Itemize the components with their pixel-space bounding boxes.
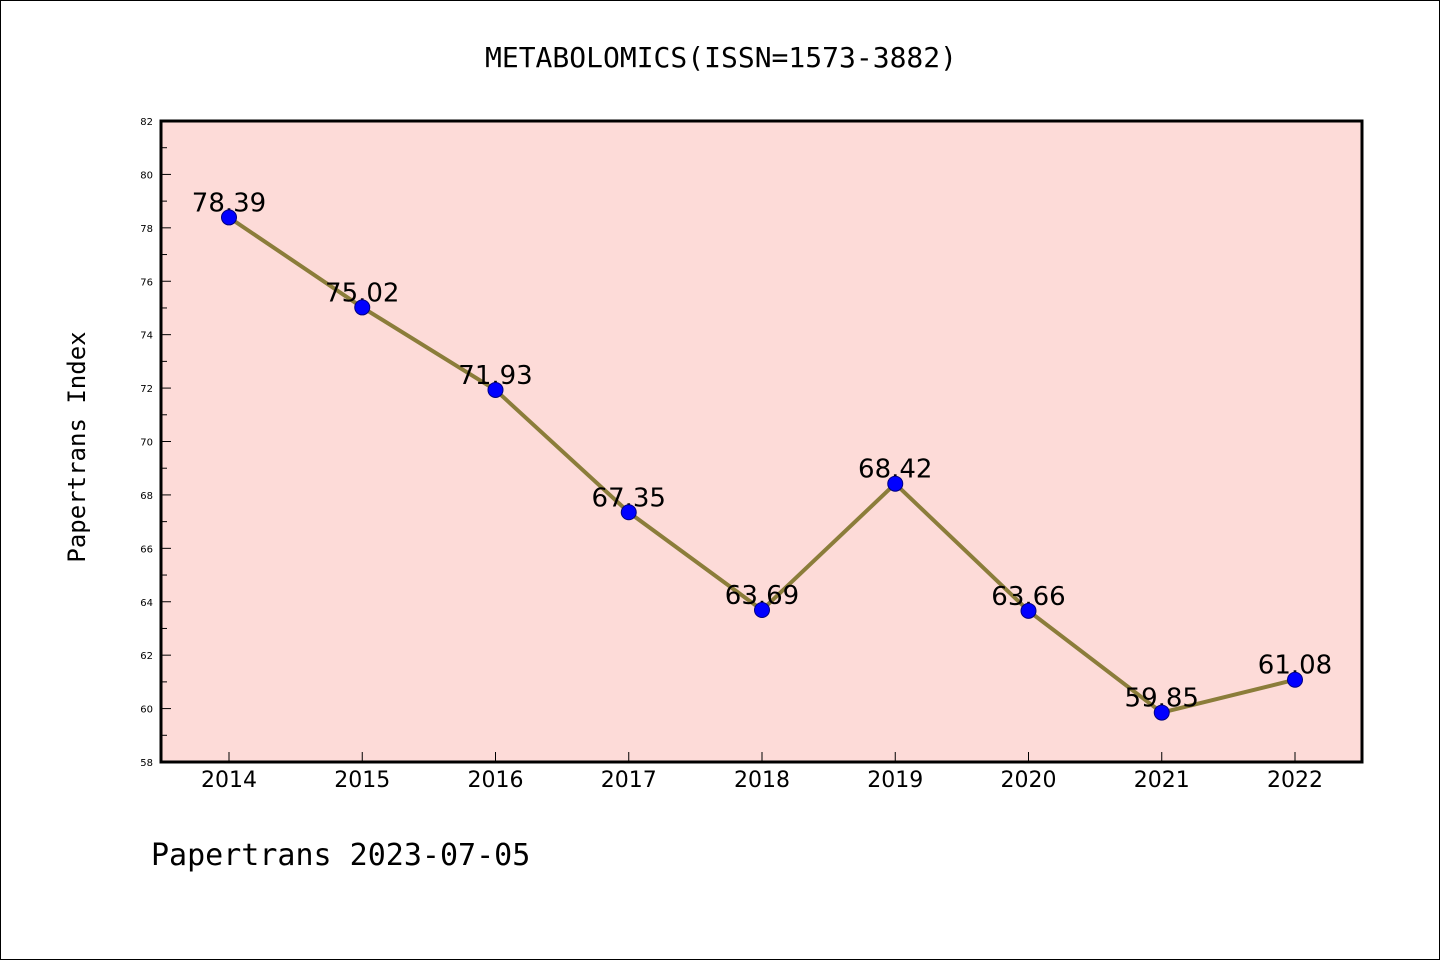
x-tick-label: 2018	[734, 768, 790, 793]
x-tick-label: 2015	[334, 768, 390, 793]
y-tick-label: 58	[140, 758, 153, 769]
chart-title: METABOLOMICS(ISSN=1573-3882)	[485, 41, 957, 74]
x-tick-label: 2020	[1001, 768, 1057, 793]
footer-watermark: Papertrans 2023-07-05	[151, 838, 530, 873]
y-tick-label: 78	[140, 224, 153, 235]
data-point	[1020, 602, 1037, 619]
x-tick-label: 2019	[867, 768, 923, 793]
y-axis: 58 60 62 64 66 68 70 72 74 76 78 80 82	[140, 117, 171, 769]
data-point	[1287, 671, 1303, 688]
plot-area	[161, 121, 1362, 762]
y-tick-label: 80	[140, 170, 153, 181]
data-point	[354, 299, 371, 316]
y-tick-label: 68	[140, 491, 153, 502]
y-tick-label: 72	[140, 384, 153, 395]
x-tick-label: 2017	[601, 768, 657, 793]
x-axis: 2014 2015 2016 2017 2018 2019 2020 2021 2022	[201, 752, 1323, 793]
data-point	[1153, 704, 1170, 721]
y-tick-label: 66	[140, 544, 153, 555]
x-tick-label: 2016	[468, 768, 524, 793]
x-tick-label: 2021	[1134, 768, 1190, 793]
y-axis-label: Papertrans Index	[63, 331, 91, 562]
x-tick-label: 2022	[1267, 768, 1323, 793]
data-point	[487, 381, 504, 398]
y-tick-label: 64	[140, 598, 153, 609]
data-point	[754, 602, 770, 619]
data-point	[887, 475, 904, 492]
data-point	[221, 209, 237, 226]
y-tick-label: 62	[140, 651, 153, 662]
data-point	[620, 504, 637, 521]
x-tick-label: 2014	[201, 768, 257, 793]
y-tick-label: 82	[140, 117, 153, 128]
plot-border	[159, 119, 1364, 764]
y-tick-label: 76	[140, 277, 153, 288]
y-tick-label: 70	[140, 438, 153, 449]
data-points	[221, 209, 1303, 721]
y-tick-label: 74	[140, 331, 153, 342]
y-tick-label: 60	[140, 705, 153, 716]
